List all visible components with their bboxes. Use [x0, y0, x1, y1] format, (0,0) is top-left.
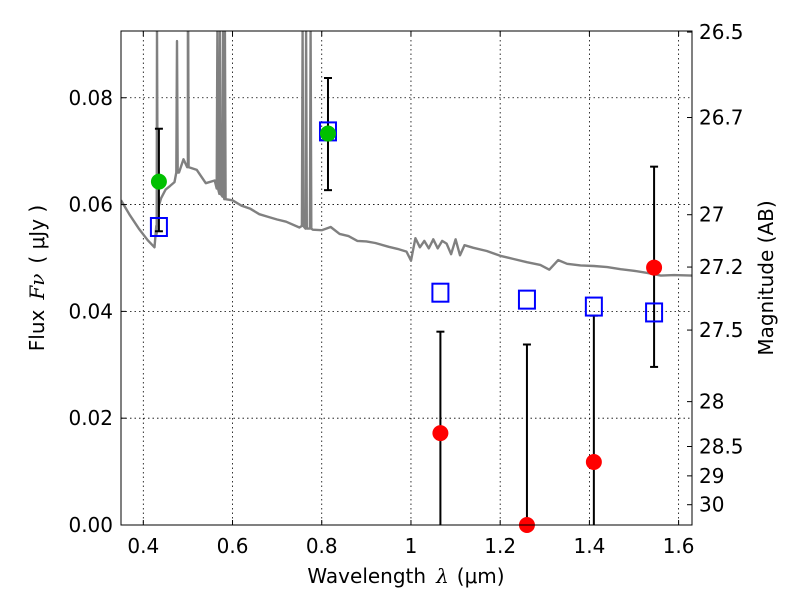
observed-flux-point	[432, 425, 449, 442]
model-photometry-square	[517, 289, 536, 310]
right-tick-label: 29	[699, 464, 724, 488]
y-tick-label: 0.08	[68, 86, 113, 110]
observed-flux-point	[150, 173, 167, 190]
x-tick-label: 1	[405, 534, 418, 558]
model-photometry-square	[431, 282, 450, 303]
spectrum-line	[121, 31, 692, 277]
plot-frame	[120, 30, 693, 526]
x-tick-label: 1.2	[484, 534, 516, 558]
observed-flux-point	[646, 259, 663, 276]
x-tick-label: 0.4	[127, 534, 159, 558]
x-tick-label: 0.6	[217, 534, 249, 558]
x-tick-label: 1.4	[573, 534, 605, 558]
y-tick-label: 0.02	[68, 406, 113, 430]
axis-ticks: 0.4 0.6 0.8 1 1.2 1.4 1.6 0.00 0.02 0.04 0.06 0.08 2…	[68, 20, 743, 558]
y-axis-label: FluxFν( μJy )	[25, 205, 49, 351]
model-photometry-square	[584, 296, 603, 317]
y-tick-label: 0.04	[68, 299, 113, 323]
y-tick-label: 0.00	[68, 513, 113, 537]
right-tick-label: 30	[699, 493, 724, 517]
right-axis-label: Magnitude (AB)	[754, 200, 778, 355]
right-tick-label: 27	[699, 203, 724, 227]
y-tick-label: 0.06	[68, 193, 113, 217]
right-tick-label: 27.2	[699, 255, 744, 279]
observed-flux-point	[585, 453, 602, 470]
model-photometry-square	[149, 216, 168, 237]
right-tick-label: 28	[699, 390, 724, 414]
right-tick-label: 26.7	[699, 106, 744, 130]
x-tick-label: 1.6	[663, 534, 695, 558]
right-tick-label: 27.5	[699, 318, 744, 342]
model-spectrum	[121, 31, 692, 277]
observed-flux-point	[319, 125, 336, 142]
x-tick-label: 0.8	[306, 534, 338, 558]
right-tick-label: 26.5	[699, 20, 744, 44]
model-photometry-square	[645, 302, 664, 323]
right-tick-label: 28.5	[699, 434, 744, 458]
x-axis-label: Wavelength λ (μm)	[307, 564, 504, 588]
